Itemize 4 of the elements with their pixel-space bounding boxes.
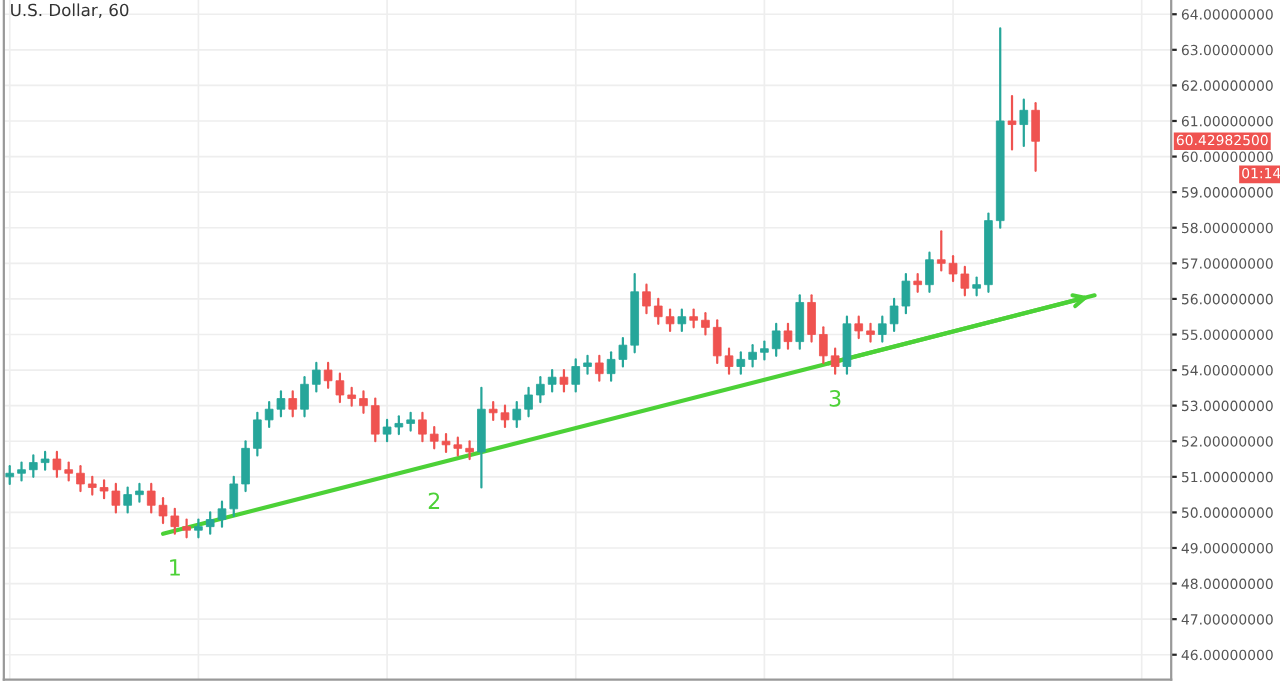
annotation: 1 (170, 559, 180, 576)
annotation: 2 (428, 492, 440, 509)
annotation: 3 (829, 389, 841, 407)
chart-title: U.S. Dollar, 60 (11, 3, 129, 18)
